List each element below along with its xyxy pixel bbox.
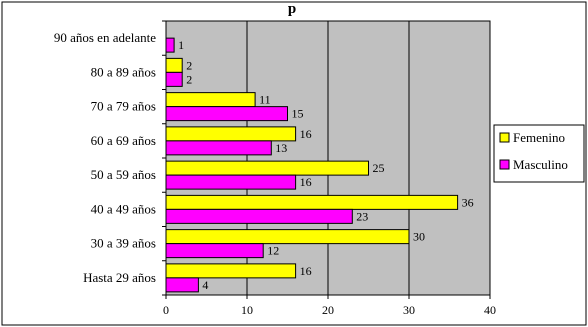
value-label-femenino: 16 [300, 264, 312, 278]
value-label-femenino: 11 [259, 93, 271, 107]
bar-masculino [165, 243, 264, 259]
bar-masculino [165, 140, 272, 156]
legend-swatch-femenino [499, 132, 510, 143]
value-label-femenino: 30 [413, 230, 425, 244]
category-label: Hasta 29 años [83, 270, 156, 285]
bar-masculino [165, 174, 297, 190]
category-labels: 90 años en adelante 80 a 89 años 70 a 79 a… [54, 30, 156, 285]
x-tick-label-10: 10 [241, 303, 253, 317]
value-label-masculino: 2 [186, 72, 192, 86]
axes [162, 20, 491, 299]
value-label-femenino: 25 [373, 161, 385, 175]
x-tick-label-20: 20 [322, 303, 334, 317]
value-label-masculino: 1 [178, 38, 184, 52]
legend-swatch-masculino [499, 159, 510, 170]
legend: Femenino Masculino [493, 124, 585, 183]
value-label-femenino: 2 [186, 58, 192, 72]
bar-masculino [165, 37, 175, 53]
x-tick-label-40: 40 [484, 303, 496, 317]
value-label-femenino: 36 [462, 195, 474, 209]
bar-femenino [165, 92, 256, 108]
bars-group [165, 37, 459, 293]
chart-title: p [288, 1, 296, 17]
category-label: 90 años en adelante [54, 30, 156, 45]
category-label: 70 a 79 años [91, 99, 156, 114]
bar-masculino [165, 71, 183, 87]
tick-labels: 0 10 20 30 40 [163, 303, 496, 317]
value-label-masculino: 4 [202, 278, 208, 292]
bar-masculino [165, 277, 199, 293]
bar-femenino [165, 126, 297, 142]
bar-femenino [165, 263, 297, 279]
category-label: 40 a 49 años [91, 201, 156, 216]
value-label-masculino: 16 [300, 175, 312, 189]
bar-masculino [165, 106, 288, 122]
bar-femenino [165, 160, 369, 176]
value-label-masculino: 13 [275, 141, 287, 155]
value-label-masculino: 15 [292, 107, 304, 121]
value-label-femenino: 16 [300, 127, 312, 141]
category-label: 80 a 89 años [91, 64, 156, 79]
bar-masculino [165, 208, 353, 224]
category-label: 60 a 69 años [91, 133, 156, 148]
value-label-masculino: 23 [356, 209, 368, 223]
legend-label-masculino: Masculino [513, 157, 568, 172]
x-tick-label-30: 30 [403, 303, 415, 317]
category-label: 50 a 59 años [91, 167, 156, 182]
value-label-masculino: 12 [267, 244, 279, 258]
legend-label-femenino: Femenino [513, 130, 565, 145]
x-tick-label-0: 0 [163, 303, 169, 317]
bar-femenino [165, 57, 183, 73]
category-label: 30 a 39 años [91, 236, 156, 251]
bar-femenino [165, 229, 410, 245]
bar-femenino [165, 194, 459, 210]
